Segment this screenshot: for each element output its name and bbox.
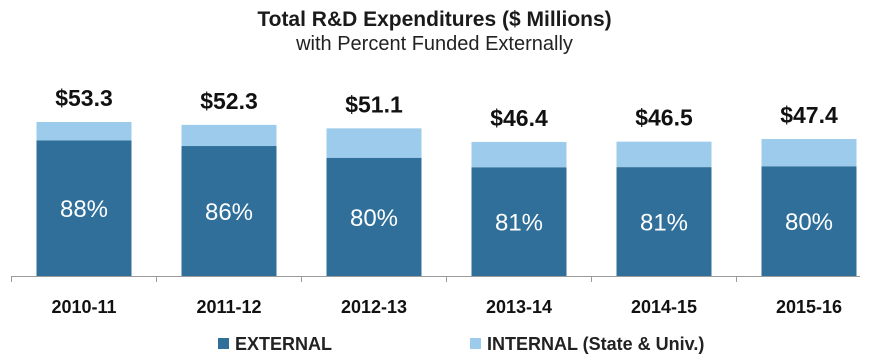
- x-tick-label: 2015-16: [776, 297, 842, 317]
- chart-legend: EXTERNAL INTERNAL (State & Univ.): [0, 334, 869, 356]
- bar-percent-label: 86%: [205, 199, 253, 226]
- bar-external-2014-15: [616, 167, 712, 276]
- legend-item-internal: INTERNAL (State & Univ.): [470, 334, 704, 355]
- bar-percent-label: 80%: [785, 209, 833, 236]
- chart-subtitle: with Percent Funded Externally: [296, 33, 573, 55]
- bar-total-label: $53.3: [55, 85, 113, 111]
- bar-external-2010-11: [36, 140, 132, 276]
- bar-total-label: $46.5: [635, 105, 693, 131]
- x-tick-label: 2010-11: [51, 297, 116, 317]
- bar-total-label: $46.4: [490, 105, 548, 131]
- bar-percent-label: 80%: [350, 205, 398, 232]
- bar-internal-2015-16: [761, 139, 857, 167]
- bar-external-2011-12: [181, 146, 277, 276]
- bar-internal-2014-15: [616, 141, 712, 168]
- legend-label-internal: INTERNAL (State & Univ.): [487, 334, 705, 354]
- bar-percent-label: 81%: [640, 210, 688, 237]
- bar-chart: 88% $53.3 2010-11 86% $52.3 2011-12 80% $51.1 20…: [11, 85, 860, 317]
- legend-item-external: EXTERNAL: [218, 334, 332, 355]
- bar-total-label: $51.1: [345, 91, 403, 117]
- x-tick-label: 2011-12: [196, 297, 261, 317]
- bar-total-label: $47.4: [780, 102, 838, 128]
- bar-internal-2013-14: [471, 141, 567, 168]
- x-tick-label: 2012-13: [341, 297, 407, 317]
- bar-internal-2012-13: [326, 128, 422, 158]
- chart-title: Total R&D Expenditures ($ Millions): [257, 8, 612, 31]
- bar-external-2015-16: [761, 166, 857, 276]
- bar-internal-2011-12: [181, 124, 277, 147]
- bar-percent-label: 88%: [60, 196, 108, 223]
- bar-percent-label: 81%: [495, 210, 543, 237]
- legend-swatch-external: [218, 338, 229, 349]
- bar-internal-2010-11: [36, 122, 132, 141]
- bar-external-2012-13: [326, 157, 422, 276]
- x-tick-label: 2013-14: [486, 297, 552, 317]
- bar-total-label: $52.3: [200, 88, 258, 114]
- legend-swatch-internal: [470, 338, 481, 349]
- legend-label-external: EXTERNAL: [235, 334, 333, 354]
- bar-external-2013-14: [471, 167, 567, 276]
- x-tick-label: 2014-15: [631, 297, 697, 317]
